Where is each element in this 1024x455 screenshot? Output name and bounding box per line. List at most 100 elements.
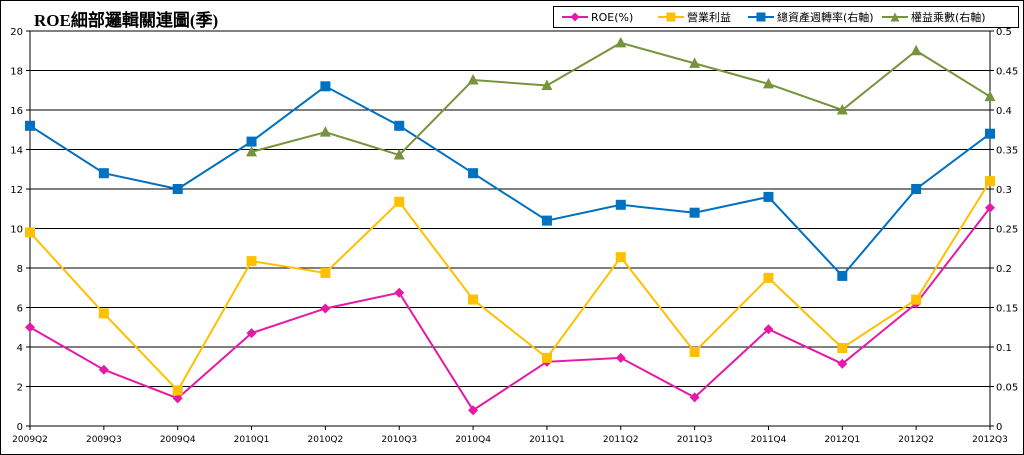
legend-marker-equity-multiplier	[882, 12, 908, 22]
data-point-triangle	[246, 145, 258, 157]
data-point-diamond	[25, 322, 35, 333]
data-point-diamond	[837, 358, 848, 369]
chart-title: ROE細部邏輯關連圖(季)	[34, 11, 219, 30]
data-point-diamond	[98, 364, 109, 375]
data-point-square	[911, 294, 922, 305]
data-point-square	[172, 385, 183, 396]
y-left-tick-label: 18	[10, 67, 23, 78]
y-right-tick-label: 0.35	[996, 146, 1018, 157]
data-point-diamond	[689, 392, 700, 403]
legend-label-operating-profit: 營業利益	[687, 11, 731, 24]
x-tick-label: 2010Q3	[381, 435, 417, 445]
data-point-square	[541, 352, 552, 363]
legend-label-asset-turnover: 總資產週轉率(右軸)	[777, 11, 874, 24]
y-right-tick-label: 0.1	[996, 343, 1012, 354]
x-tick-label: 2011Q3	[677, 435, 713, 445]
y-left-tick-label: 0	[17, 422, 23, 433]
x-tick-label: 2012Q2	[898, 435, 934, 445]
data-point-square	[985, 128, 995, 139]
legend-marker-roe	[562, 12, 588, 22]
legend-item-operating-profit: 營業利益	[658, 7, 731, 27]
data-point-square	[615, 199, 626, 210]
series-line-0	[29, 207, 991, 412]
data-point-square	[837, 270, 848, 281]
data-point-triangle	[467, 73, 479, 85]
data-point-diamond	[394, 287, 405, 298]
data-point-diamond	[320, 303, 331, 314]
y-left-tick-label: 4	[17, 343, 23, 354]
data-point-square	[320, 267, 331, 278]
x-tick-label: 2012Q1	[824, 435, 860, 445]
y-left-tick-label: 12	[10, 185, 23, 196]
data-point-diamond	[985, 202, 995, 213]
series-line-2	[29, 85, 991, 278]
y-left-tick-label: 16	[10, 106, 23, 117]
y-right-tick-label: 0.25	[996, 225, 1018, 236]
y-right-tick-label: 0.4	[996, 106, 1012, 117]
legend-marker-operating-profit	[658, 12, 684, 22]
legend-item-asset-turnover: 總資產週轉率(右軸)	[748, 7, 874, 27]
data-point-triangle	[541, 79, 553, 91]
x-tick-label: 2009Q3	[86, 435, 122, 445]
x-tick-label: 2009Q2	[12, 435, 48, 445]
x-tick-label: 2010Q2	[308, 435, 344, 445]
y-right-tick-label: 0.15	[996, 304, 1018, 315]
y-left-tick-label: 14	[10, 146, 23, 157]
y-left-tick-label: 10	[10, 225, 23, 236]
x-tick-label: 2011Q2	[603, 435, 639, 445]
legend-label-roe: ROE(%)	[591, 10, 634, 24]
data-point-triangle	[319, 126, 331, 137]
data-point-square	[394, 196, 405, 207]
data-point-square	[985, 176, 995, 187]
data-point-square	[689, 346, 700, 357]
y-right-tick-label: 0.05	[996, 383, 1018, 394]
x-tick-label: 2011Q4	[751, 435, 787, 445]
data-point-square	[320, 81, 331, 92]
y-right-tick-label: 0.3	[996, 185, 1012, 196]
data-point-square	[541, 215, 552, 226]
data-point-square	[246, 136, 257, 147]
data-point-square	[468, 168, 479, 179]
data-point-diamond	[615, 352, 626, 363]
data-point-square	[468, 294, 479, 305]
data-point-square	[615, 252, 626, 263]
data-point-square	[25, 120, 35, 131]
data-point-square	[689, 207, 700, 218]
x-tick-label: 2009Q4	[160, 435, 196, 445]
data-point-triangle	[984, 90, 996, 102]
legend-item-roe: ROE(%)	[562, 7, 633, 27]
legend-item-equity-multiplier: 權益乘數(右軸)	[882, 7, 986, 27]
y-right-tick-label: 0.45	[996, 67, 1018, 78]
legend-label-equity-multiplier: 權益乘數(右軸)	[911, 11, 986, 24]
data-point-triangle	[910, 44, 922, 56]
y-right-tick-label: 0	[996, 422, 1002, 433]
data-point-square	[911, 184, 922, 194]
x-tick-label: 2011Q1	[529, 435, 565, 445]
series-line-1	[29, 180, 991, 393]
data-point-square	[763, 272, 774, 283]
x-tick-label: 2010Q4	[455, 435, 491, 445]
data-point-diamond	[763, 324, 774, 335]
data-point-square	[172, 184, 183, 194]
data-point-triangle	[689, 57, 701, 68]
data-point-square	[98, 168, 109, 179]
y-left-tick-label: 20	[10, 27, 23, 38]
data-point-triangle	[615, 36, 627, 48]
legend-marker-asset-turnover	[748, 12, 774, 22]
data-point-square	[98, 308, 109, 319]
data-point-diamond	[172, 393, 183, 404]
chart-legend: ROE(%) 營業利益 總資產週轉率(右軸) 權益乘數(右軸)	[553, 6, 1019, 28]
data-point-diamond	[468, 405, 479, 416]
y-left-tick-label: 6	[17, 304, 23, 315]
data-point-triangle	[393, 149, 405, 160]
y-right-tick-label: 0.2	[996, 264, 1012, 275]
data-point-square	[837, 342, 848, 353]
y-left-tick-label: 8	[17, 264, 23, 275]
data-point-diamond	[246, 328, 257, 339]
data-point-square	[246, 256, 257, 267]
x-tick-label: 2010Q1	[234, 435, 270, 445]
data-point-square	[763, 191, 774, 202]
data-point-triangle	[836, 104, 848, 115]
